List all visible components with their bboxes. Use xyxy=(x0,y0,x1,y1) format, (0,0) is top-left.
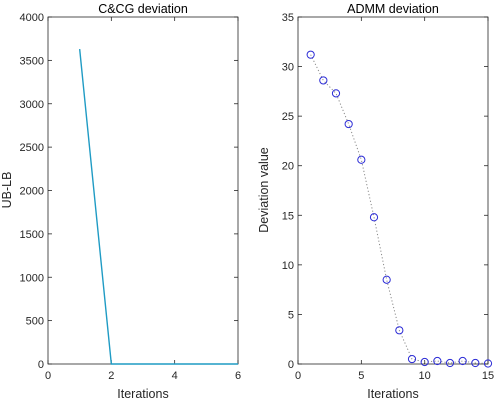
admm-deviation-chart: ADMM deviation Iterations Deviation valu… xyxy=(257,2,494,401)
y-tick-label: 30 xyxy=(282,62,294,74)
data-point xyxy=(319,76,328,85)
y-tick-label: 2500 xyxy=(20,142,44,154)
y-tick-label: 10 xyxy=(282,260,294,272)
series-marks xyxy=(78,49,238,365)
y-tick-label: 3000 xyxy=(20,99,44,111)
y-tick-label: 1000 xyxy=(20,272,44,284)
data-point xyxy=(331,89,341,98)
y-tick-label: 35 xyxy=(282,12,294,24)
y-tick-label: 4000 xyxy=(20,12,44,24)
data-point xyxy=(483,359,493,368)
x-tick-label: 2 xyxy=(108,370,114,382)
plot-area xyxy=(47,16,239,365)
y-tick-label: 3500 xyxy=(20,55,44,67)
y-tick-label: 5 xyxy=(288,309,294,321)
x-axis-label: Iterations xyxy=(367,387,418,401)
series-marks xyxy=(306,50,493,368)
y-axis-label: Deviation value xyxy=(257,147,271,233)
x-ticks: 0 2 4 6 xyxy=(45,17,241,382)
data-point xyxy=(382,275,391,284)
y-ticks: 0 500 1000 1500 2000 2500 3000 3500 4000 xyxy=(20,12,238,371)
x-tick-label: 5 xyxy=(358,370,364,382)
data-point xyxy=(306,50,315,59)
x-tick-label: 4 xyxy=(172,370,178,382)
y-tick-label: 1500 xyxy=(20,229,44,241)
data-point xyxy=(471,358,480,368)
x-axis-label: Iterations xyxy=(117,387,168,401)
data-point xyxy=(433,356,442,366)
chart-title: C&CG deviation xyxy=(98,2,188,16)
data-point xyxy=(407,354,417,364)
x-tick-label: 0 xyxy=(295,370,301,382)
cg-deviation-chart: C&CG deviation Iterations UB-LB 0 2 4 6 0 50… xyxy=(0,2,241,401)
y-tick-label: 0 xyxy=(288,359,294,371)
data-point xyxy=(395,326,404,335)
data-point xyxy=(344,119,353,129)
y-tick-label: 500 xyxy=(26,316,44,328)
x-tick-label: 6 xyxy=(235,370,241,382)
chart-title: ADMM deviation xyxy=(347,2,439,16)
x-tick-label: 0 xyxy=(45,370,51,382)
y-tick-label: 20 xyxy=(282,161,294,173)
data-point xyxy=(369,213,379,222)
series-line xyxy=(78,49,238,365)
plot-area xyxy=(297,16,489,365)
data-point xyxy=(445,358,455,368)
y-axis-label: UB-LB xyxy=(0,172,14,209)
data-point xyxy=(357,155,366,164)
data-point xyxy=(420,357,429,367)
y-tick-label: 0 xyxy=(38,359,44,371)
y-tick-label: 15 xyxy=(282,210,294,222)
data-point xyxy=(458,356,467,366)
x-tick-label: 10 xyxy=(419,370,431,382)
y-tick-label: 25 xyxy=(282,111,294,123)
y-tick-label: 2000 xyxy=(20,186,44,198)
x-tick-label: 15 xyxy=(482,370,494,382)
series-line xyxy=(310,54,489,364)
x-ticks: 0 5 10 15 xyxy=(295,17,494,382)
y-ticks: 0 5 10 15 20 25 30 35 xyxy=(282,12,488,371)
